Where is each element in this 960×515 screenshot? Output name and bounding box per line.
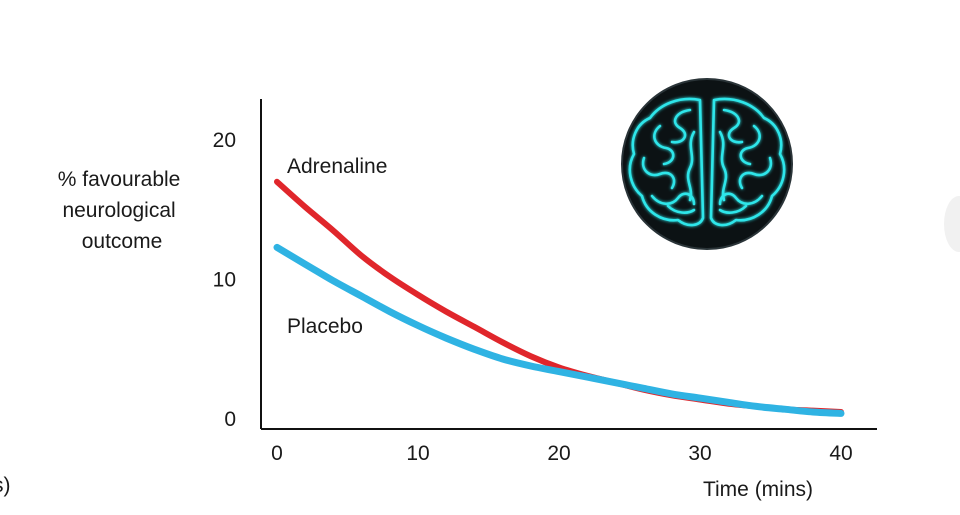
- series-label-placebo: Placebo: [287, 315, 363, 338]
- x-ticks: 0 10 20 30 40: [271, 442, 853, 465]
- x-axis-label: Time (mins): [703, 478, 813, 501]
- x-tick-label-3: 30: [688, 442, 711, 465]
- brain-icon: [621, 78, 793, 250]
- x-tick-label-4: 40: [829, 442, 852, 465]
- clipped-edge-text: s): [0, 474, 11, 497]
- y-axis-label-line-1: % favourable: [58, 168, 181, 191]
- x-tick-label-2: 20: [547, 442, 570, 465]
- x-tick-label-1: 10: [406, 442, 429, 465]
- y-axis-label: % favourable neurological outcome: [58, 168, 186, 253]
- series-lines: [273, 178, 845, 417]
- y-ticks: 0 10 20: [213, 129, 236, 431]
- y-axis-label-line-3: outcome: [82, 230, 163, 253]
- series-label-adrenaline: Adrenaline: [287, 155, 387, 178]
- x-tick-label-0: 0: [271, 442, 283, 465]
- series-line-placebo: [273, 243, 845, 417]
- y-tick-label-0: 0: [224, 408, 236, 431]
- y-tick-label-2: 20: [213, 129, 236, 152]
- y-axis-label-line-2: neurological: [62, 199, 175, 222]
- edge-decoration: [944, 196, 960, 252]
- y-tick-label-1: 10: [213, 269, 236, 292]
